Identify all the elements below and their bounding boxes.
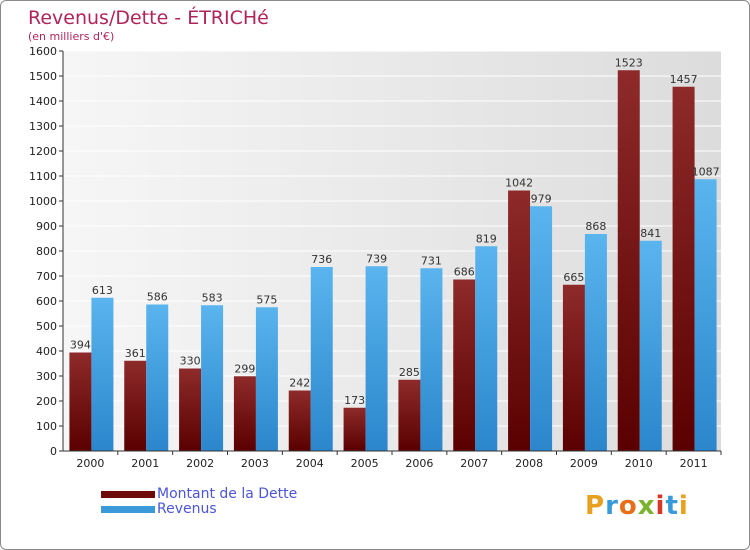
y-tick-label: 100 <box>36 420 57 433</box>
x-tick-label: 2002 <box>186 457 214 470</box>
bar-revenue <box>146 304 169 451</box>
y-tick-label: 600 <box>36 295 57 308</box>
bar-revenue <box>475 246 498 451</box>
bar-revenue <box>639 240 662 451</box>
bar-debt <box>453 279 476 451</box>
y-tick-label: 800 <box>36 245 57 258</box>
y-tick-label: 1500 <box>29 70 57 83</box>
value-label-revenue: 583 <box>202 291 223 304</box>
value-label-revenue: 736 <box>311 253 332 266</box>
y-tick-label: 1000 <box>29 195 57 208</box>
x-tick-label: 2008 <box>515 457 543 470</box>
bar-revenue <box>201 305 224 451</box>
legend-label-debt: Montant de la Dette <box>157 486 298 502</box>
value-label-revenue: 841 <box>640 227 661 240</box>
proxiti-logo: Proxiti <box>585 491 689 521</box>
value-label-debt: 1523 <box>615 56 643 69</box>
value-label-debt: 330 <box>180 355 201 368</box>
bar-revenue <box>420 268 443 451</box>
x-tick-label: 2007 <box>460 457 488 470</box>
bar-revenue <box>530 206 553 451</box>
bar-debt <box>124 360 147 451</box>
x-tick-label: 2006 <box>405 457 433 470</box>
bar-debt <box>233 376 256 451</box>
y-tick-label: 900 <box>36 220 57 233</box>
value-label-debt: 1042 <box>505 177 533 190</box>
bar-debt <box>179 368 202 451</box>
x-tick-label: 2011 <box>680 457 708 470</box>
legend-item-debt: Montant de la Dette <box>101 487 297 502</box>
bar-debt <box>288 390 311 451</box>
value-label-debt: 361 <box>125 347 146 360</box>
bar-revenue <box>584 234 607 451</box>
y-tick-label: 1400 <box>29 95 57 108</box>
x-tick-label: 2005 <box>351 457 379 470</box>
value-label-debt: 242 <box>289 377 310 390</box>
x-tick-label: 2004 <box>296 457 324 470</box>
value-label-revenue: 979 <box>531 192 552 205</box>
value-label-debt: 394 <box>70 339 91 352</box>
bar-revenue <box>694 179 717 451</box>
value-label-revenue: 1087 <box>692 165 720 178</box>
chart-title: Revenus/Dette - ÉTRICHé <box>28 7 269 29</box>
x-tick-label: 2000 <box>76 457 104 470</box>
bar-debt <box>672 86 695 451</box>
value-label-debt: 1457 <box>670 73 698 86</box>
y-tick-label: 1200 <box>29 145 57 158</box>
value-label-revenue: 586 <box>147 291 168 304</box>
bar-revenue <box>365 266 388 451</box>
value-label-debt: 285 <box>399 366 420 379</box>
bar-debt <box>508 190 531 451</box>
y-tick-label: 0 <box>50 445 57 458</box>
value-label-debt: 686 <box>454 266 475 279</box>
y-tick-label: 300 <box>36 370 57 383</box>
legend-label-revenue: Revenus <box>157 501 217 517</box>
y-tick-label: 500 <box>36 320 57 333</box>
value-label-debt: 299 <box>234 362 255 375</box>
bar-debt <box>343 407 366 451</box>
value-label-revenue: 613 <box>92 284 113 297</box>
x-tick-label: 2009 <box>570 457 598 470</box>
x-tick-label: 2010 <box>625 457 653 470</box>
y-tick-label: 1600 <box>29 45 57 58</box>
value-label-revenue: 819 <box>476 232 497 245</box>
bar-debt <box>562 284 585 451</box>
value-label-revenue: 868 <box>585 220 606 233</box>
value-label-revenue: 731 <box>421 254 442 267</box>
legend: Montant de la Dette Revenus <box>101 487 297 517</box>
y-tick-label: 200 <box>36 395 57 408</box>
legend-swatch-debt <box>101 491 155 498</box>
x-tick-label: 2003 <box>241 457 269 470</box>
legend-swatch-revenue <box>101 506 155 513</box>
value-label-revenue: 575 <box>256 293 277 306</box>
chart-subtitle: (en milliers d'€) <box>28 30 115 43</box>
y-tick-label: 1100 <box>29 170 57 183</box>
bar-debt <box>617 70 640 451</box>
y-tick-label: 400 <box>36 345 57 358</box>
value-label-debt: 665 <box>563 271 584 284</box>
bar-revenue <box>310 267 333 451</box>
value-label-debt: 173 <box>344 394 365 407</box>
bar-revenue <box>91 297 114 451</box>
bar-revenue <box>255 307 278 451</box>
value-label-revenue: 739 <box>366 252 387 265</box>
legend-item-revenue: Revenus <box>101 502 297 517</box>
y-tick-label: 700 <box>36 270 57 283</box>
bar-debt <box>398 379 421 451</box>
y-tick-label: 1300 <box>29 120 57 133</box>
x-tick-label: 2001 <box>131 457 159 470</box>
bar-debt <box>69 352 92 451</box>
